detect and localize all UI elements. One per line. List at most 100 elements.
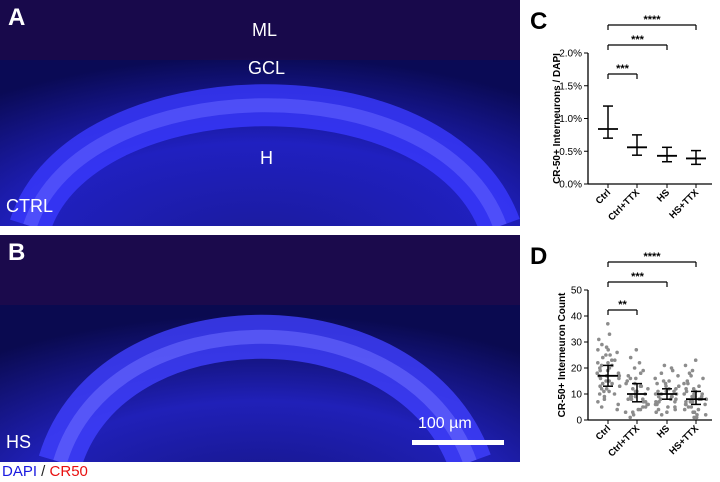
data-point xyxy=(631,387,635,391)
data-point xyxy=(629,397,634,401)
data-point xyxy=(643,405,648,409)
data-point xyxy=(604,379,608,383)
scale-bar xyxy=(412,440,504,445)
data-point xyxy=(638,371,643,375)
data-point xyxy=(694,415,699,420)
data-point xyxy=(602,397,607,401)
data-point xyxy=(676,374,680,378)
data-point xyxy=(658,397,663,401)
x-tick-label: HS+TTX xyxy=(667,187,701,221)
data-point xyxy=(626,374,631,378)
significance-label: **** xyxy=(643,251,661,263)
data-point xyxy=(598,368,602,373)
data-point xyxy=(604,345,609,349)
data-point xyxy=(656,407,661,412)
significance-label: ** xyxy=(618,299,627,311)
data-point xyxy=(634,348,639,352)
data-point xyxy=(615,407,619,412)
data-point xyxy=(615,350,619,355)
chart-c-svg: 0.0% 0.5% 1.0% 1.5% 2.0%CR-50+ Interneurons … xyxy=(552,14,712,223)
data-point xyxy=(659,413,664,417)
data-point xyxy=(623,410,628,414)
data-point xyxy=(673,407,677,412)
data-point xyxy=(617,376,621,381)
data-point xyxy=(638,384,643,388)
y-tick-label: 30 xyxy=(571,338,583,349)
data-point xyxy=(604,387,609,391)
data-point xyxy=(665,410,669,414)
data-point xyxy=(686,381,690,386)
data-point xyxy=(657,400,661,404)
data-point xyxy=(674,387,678,391)
scale-bar-label: 100 µm xyxy=(418,415,472,432)
data-point xyxy=(641,405,645,409)
y-tick-label: 50 xyxy=(571,286,583,297)
data-point xyxy=(692,415,696,420)
x-tick-label: Ctrl xyxy=(594,423,613,442)
data-point xyxy=(610,358,614,362)
data-point xyxy=(701,376,705,381)
data-point xyxy=(656,389,660,394)
condition-label-ctrl: CTRL xyxy=(6,196,54,216)
data-point xyxy=(683,363,688,368)
data-point xyxy=(628,355,633,360)
stain-legend: DAPI / CR50 xyxy=(2,463,88,481)
data-point xyxy=(687,371,692,375)
data-point xyxy=(682,407,687,412)
region-label-gcl: GCL xyxy=(248,58,286,78)
data-point xyxy=(595,371,599,375)
data-point xyxy=(641,368,645,373)
data-point xyxy=(703,413,708,417)
data-point xyxy=(606,322,610,326)
chart-c: 0.0% 0.5% 1.0% 1.5% 2.0% CR-50+ Interneurons … xyxy=(520,0,720,235)
data-point xyxy=(607,389,611,394)
x-tick-label: Ctrl xyxy=(594,187,613,206)
data-point xyxy=(597,392,602,396)
data-point xyxy=(662,363,667,368)
data-point xyxy=(664,384,668,388)
y-tick-label: 1.0% xyxy=(559,114,582,125)
data-point xyxy=(602,389,606,394)
y-tick-label: 0.5% xyxy=(559,147,582,158)
data-point xyxy=(598,384,602,388)
y-tick-label: 0.0% xyxy=(559,180,582,191)
data-point xyxy=(656,394,661,399)
data-point xyxy=(695,413,699,417)
data-point xyxy=(628,376,633,381)
x-tick-label: HS xyxy=(655,423,672,440)
data-point xyxy=(597,337,601,342)
data-point xyxy=(689,405,694,409)
x-tick-label: Ctrl+TTX xyxy=(606,187,642,223)
data-point xyxy=(682,381,686,386)
data-point xyxy=(703,402,707,407)
micrograph-ctrl: A ML GCL H CTRL xyxy=(0,0,520,226)
significance-label: *** xyxy=(631,34,645,46)
data-point xyxy=(602,394,607,399)
data-point xyxy=(653,392,658,396)
data-point xyxy=(613,358,617,362)
data-point xyxy=(596,348,600,352)
data-point xyxy=(673,405,677,409)
data-point xyxy=(604,353,608,357)
x-tick-label: Ctrl+TTX xyxy=(606,423,642,459)
data-point xyxy=(684,389,689,394)
data-point xyxy=(672,389,676,394)
data-point xyxy=(697,384,701,388)
data-point xyxy=(601,355,605,360)
data-point xyxy=(637,361,642,365)
data-point xyxy=(691,410,695,414)
data-point xyxy=(693,358,698,362)
y-tick-label: 10 xyxy=(571,390,583,401)
data-point xyxy=(696,407,701,412)
panel-letter-a: A xyxy=(8,4,26,31)
data-point xyxy=(690,400,695,404)
micrograph-hs: B HS 100 µm xyxy=(0,235,520,462)
data-point xyxy=(654,410,658,414)
data-point xyxy=(626,397,630,401)
data-point xyxy=(667,379,671,383)
data-point xyxy=(624,381,628,386)
data-point xyxy=(596,400,600,404)
x-tick-label: HS xyxy=(655,187,672,204)
micrograph-hs-image xyxy=(0,235,520,462)
